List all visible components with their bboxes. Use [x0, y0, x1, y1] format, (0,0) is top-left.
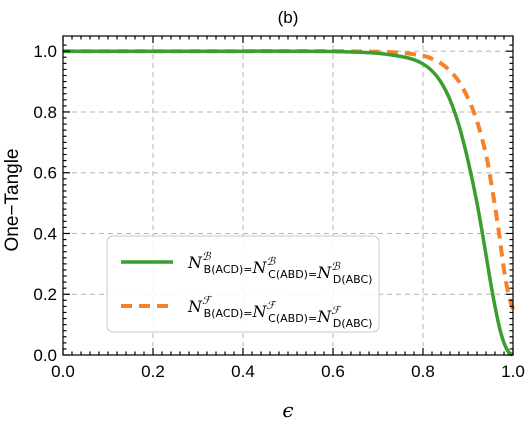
series-layer: [63, 49, 515, 357]
x-tick-label: 0.2: [141, 362, 165, 381]
y-axis-label: One−Tangle: [2, 149, 23, 252]
y-tick-label: 1.0: [33, 42, 57, 61]
chart-title: (b): [278, 8, 299, 27]
y-tick-label: 0.2: [33, 285, 57, 304]
legend-label: Nℬ B(ACD)=Nℬ C(ABD)=Nℬ D(ABC): [187, 250, 372, 286]
y-tick-label: 0.6: [33, 164, 57, 183]
y-tick-label: 0.8: [33, 103, 57, 122]
x-tick-label: 0.8: [411, 362, 435, 381]
series-line-solid-green: [63, 49, 514, 357]
series-line-dashed-orange: [63, 49, 515, 311]
axes: 0.0 0.2 0.4 0.6 0.8 1.0 0.0 0.2 0.4 0.6 0.8 1.0: [33, 35, 525, 381]
legend-box: [106, 235, 380, 333]
x-tick-label: 0.4: [231, 362, 255, 381]
y-tick-label: 0.4: [33, 224, 57, 243]
legend: Nℬ B(ACD)=Nℬ C(ABD)=Nℬ D(ABC) Nℱ B(ACD)=Nℱ C(A…: [106, 235, 380, 333]
x-tick-label: 0.6: [321, 362, 345, 381]
x-tick-label: 1.0: [501, 362, 525, 381]
y-tick-label: 0.0: [33, 346, 57, 365]
x-tick-label: 0.0: [51, 362, 75, 381]
x-axis-label: ϵ: [282, 398, 293, 422]
legend-label: Nℱ B(ACD)=Nℱ C(ABD)=Nℱ D(ABC): [187, 294, 372, 330]
